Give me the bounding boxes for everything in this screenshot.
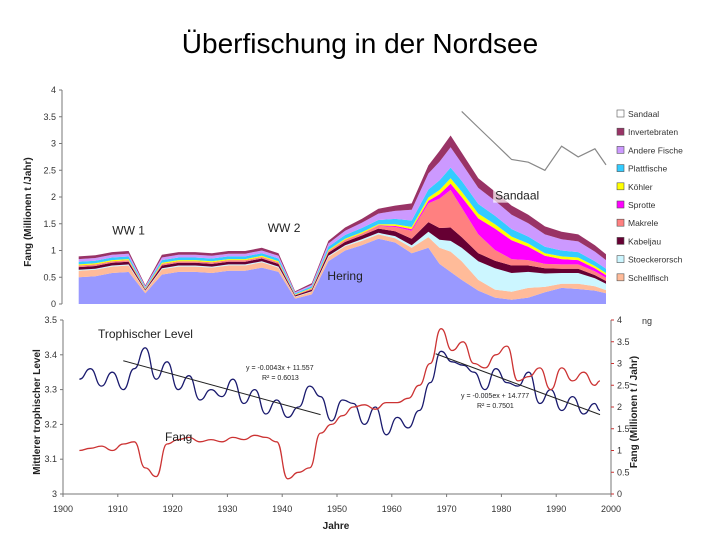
equation-r-squared: R² = 0.6013 <box>262 375 299 382</box>
bottom-chart-equations: y = -0.0043x + 11.557 R² = 0.6013 y = -0.0… <box>246 365 529 410</box>
trendline-2 <box>435 353 601 416</box>
bottom-right-y-tick-label: 3 <box>617 359 622 369</box>
series-line-trophischer-level <box>79 347 601 436</box>
bottom-chart-grid <box>63 320 611 494</box>
legend-swatch <box>616 273 625 282</box>
legend-label: Kabeljau <box>628 236 661 246</box>
bottom-left-y-tick-label: 3.5 <box>44 315 57 325</box>
area-makrele <box>78 190 606 296</box>
legend-label: Sandaal <box>628 109 659 119</box>
bottom-left-y-tick-label: 3 <box>52 489 57 499</box>
annotation-sandaal: Sandaal <box>495 189 539 203</box>
area-invertebraten <box>78 135 606 293</box>
legend-label: Köhler <box>628 182 653 192</box>
annotation-ww-2: WW 2 <box>268 221 301 235</box>
bottom-legend-trophischer-level: Trophischer Level <box>98 327 193 341</box>
top-y-tick-label: 0 <box>51 299 56 309</box>
legend-label: Sprotte <box>628 200 656 210</box>
bottom-x-tick-label: 1940 <box>272 504 292 514</box>
legend-label: Makrele <box>628 218 659 228</box>
bottom-chart-plot-bg <box>63 320 611 494</box>
top-chart-sandaal-line <box>461 110 607 172</box>
area-plattfische <box>78 167 606 295</box>
annotation-ww-1: WW 1 <box>112 223 145 237</box>
bottom-x-tick-label: 1970 <box>437 504 457 514</box>
bottom-right-y-tick-label: 2 <box>617 402 622 412</box>
annotation-bg <box>493 188 542 203</box>
bottom-chart-legend: Trophischer Level Fang <box>98 327 193 444</box>
bottom-right-y-tick-label: 0 <box>617 489 622 499</box>
legend-swatch <box>616 164 625 172</box>
legend-swatch <box>616 200 625 209</box>
legend-swatch <box>616 237 625 245</box>
top-y-tick-label: 3 <box>51 139 56 149</box>
bottom-chart-axes: 1900 1910 1920 1930 1940 1950 1960 1970 1980 1990… <box>44 315 629 514</box>
bottom-x-tick-label: 1980 <box>491 504 511 514</box>
bottom-left-y-tick-label: 3.3 <box>44 385 57 395</box>
bottom-x-tick-label: 1900 <box>53 504 73 514</box>
bottom-right-y-tick-label: 0.5 <box>617 467 630 477</box>
series-line-fang <box>79 328 601 480</box>
equation-line-1: y = -0.005ex + 14.777 <box>461 393 529 400</box>
area-sprotte <box>78 183 606 295</box>
legend-label: Invertebraten <box>628 127 678 137</box>
area-andere-fische <box>78 147 606 294</box>
area-hering <box>78 238 606 304</box>
bottom-x-tick-label: 2000 <box>601 504 621 514</box>
bottom-chart-right-y-axis-label: Fang (Millionen t / Jahr) <box>629 356 640 468</box>
bottom-x-tick-label: 1910 <box>108 504 128 514</box>
bottom-x-tick-label: 1990 <box>546 504 566 514</box>
bottom-right-y-tick-label: 1.5 <box>617 424 630 434</box>
bottom-chart-x-axis-label: Jahre <box>323 521 350 532</box>
bottom-chart-trendlines <box>123 353 601 416</box>
bottom-x-tick-label: 1950 <box>327 504 347 514</box>
equation-r-squared: R² = 0.7501 <box>477 403 514 410</box>
legend-swatch <box>616 109 625 118</box>
legend-swatch <box>616 255 625 263</box>
legend-swatch <box>616 182 625 191</box>
bottom-right-y-tick-label: 1 <box>617 446 622 456</box>
area-schellfisch <box>78 234 606 300</box>
top-chart-areas <box>78 135 606 304</box>
legend-label: Schellfisch <box>628 273 669 283</box>
sandaal-line <box>461 110 607 172</box>
top-chart-y-axis-label: Fang (Millionen t /Jahr) <box>23 157 34 266</box>
legend-swatch <box>616 127 625 136</box>
top-y-tick-label: 2 <box>51 192 56 202</box>
top-y-tick-label: 2.5 <box>43 165 56 175</box>
bottom-right-y-tick-label: 2.5 <box>617 380 630 390</box>
bottom-chart-left-y-axis-label: Mittlerer trophischer Level <box>32 349 43 475</box>
bottom-chart-right-label-extra: ng <box>642 316 652 326</box>
bottom-legend-fang: Fang <box>165 430 192 444</box>
legend-label: Plattfische <box>628 164 667 174</box>
annotation-hering: Hering <box>327 269 362 283</box>
trendline-1 <box>123 360 321 416</box>
legend-swatch <box>616 146 625 154</box>
top-y-tick-label: 3.5 <box>43 112 56 122</box>
top-chart-annotations: WW 1 WW 2 Hering Sandaal <box>112 188 542 283</box>
top-y-tick-label: 1 <box>51 246 56 256</box>
bottom-x-tick-label: 1960 <box>382 504 402 514</box>
bottom-x-tick-label: 1920 <box>163 504 183 514</box>
top-chart-legend: Sandaal Invertebraten Andere Fische Plattfi… <box>616 109 683 283</box>
bottom-right-y-tick-label: 4 <box>617 315 622 325</box>
bottom-x-tick-label: 1930 <box>217 504 237 514</box>
bottom-left-y-tick-label: 3.1 <box>44 454 57 464</box>
legend-label: Stoeckerorsch <box>628 255 683 265</box>
legend-swatch <box>616 218 625 227</box>
page-title: Überfischung in der Nordsee <box>181 28 539 59</box>
bottom-right-y-tick-label: 3.5 <box>617 337 630 347</box>
bottom-chart-lines <box>79 328 601 480</box>
equation-line-1: y = -0.0043x + 11.557 <box>246 365 314 372</box>
bottom-left-y-tick-label: 3.4 <box>44 350 57 360</box>
bottom-left-y-tick-label: 3.2 <box>44 419 57 429</box>
top-chart-y-ticks: 0 0.5 1 1.5 2 2.5 3 3.5 4 <box>43 85 62 309</box>
top-y-tick-label: 4 <box>51 85 56 95</box>
legend-label: Andere Fische <box>628 145 683 155</box>
top-y-tick-label: 0.5 <box>43 272 56 282</box>
top-y-tick-label: 1.5 <box>43 219 56 229</box>
